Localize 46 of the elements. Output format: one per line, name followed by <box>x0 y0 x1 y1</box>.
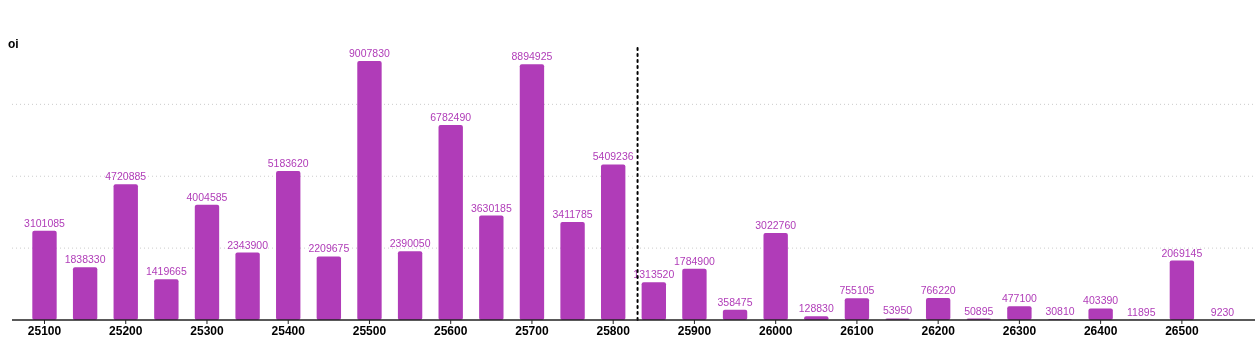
data-label: 2069145 <box>1161 246 1203 259</box>
x-tick-label: 25300 <box>190 324 224 338</box>
data-label: 11895 <box>1127 305 1156 318</box>
data-label: 1838330 <box>64 253 106 266</box>
x-tick-label: 26200 <box>921 324 956 338</box>
data-label: 8894925 <box>511 50 553 63</box>
data-label: 4720885 <box>105 170 147 183</box>
data-label: 1313520 <box>633 268 675 281</box>
y-axis-title: oi <box>8 37 19 51</box>
data-label: 477100 <box>1001 292 1038 305</box>
data-label: 3411785 <box>552 207 593 220</box>
x-tick-label: 25900 <box>677 324 712 338</box>
x-tick-label: 26400 <box>1083 324 1118 338</box>
data-label: 4004585 <box>186 190 228 203</box>
x-tick-label: 25200 <box>109 324 143 338</box>
x-tick-label: 25700 <box>515 324 549 338</box>
data-label: 5409236 <box>592 150 634 163</box>
data-label: 1419665 <box>145 265 187 278</box>
data-label: 403390 <box>1083 294 1119 307</box>
data-label: 3022760 <box>755 219 797 232</box>
data-label: 2343900 <box>227 238 269 251</box>
x-tick-label: 26300 <box>1002 324 1037 338</box>
data-label: 9230 <box>1210 305 1235 318</box>
x-tick-label: 25600 <box>434 324 468 338</box>
data-label: 9007830 <box>349 47 391 59</box>
x-tick-label: 25100 <box>27 324 62 338</box>
x-tick-label: 25800 <box>596 324 631 338</box>
data-label: 358475 <box>717 295 753 308</box>
data-label: 3630185 <box>470 201 512 214</box>
x-tick-label: 25500 <box>352 324 387 338</box>
data-label: 5183620 <box>267 156 309 169</box>
data-label: 128830 <box>798 302 834 315</box>
data-label: 1784900 <box>673 254 716 267</box>
x-tick-label: 25400 <box>271 324 306 338</box>
data-label: 2390050 <box>389 237 431 250</box>
data-label: 766220 <box>920 283 956 296</box>
x-tick-label: 26500 <box>1165 324 1199 338</box>
x-tick-label: 26000 <box>758 324 793 338</box>
data-label: 30810 <box>1045 305 1075 318</box>
data-label: 50895 <box>964 304 994 317</box>
data-label: 755105 <box>839 284 875 297</box>
data-label: 2209675 <box>308 242 350 255</box>
x-tick-label: 26100 <box>840 324 874 338</box>
data-label: 53950 <box>882 304 913 317</box>
data-label: 6782490 <box>430 110 472 123</box>
data-label: 3101085 <box>24 216 66 229</box>
